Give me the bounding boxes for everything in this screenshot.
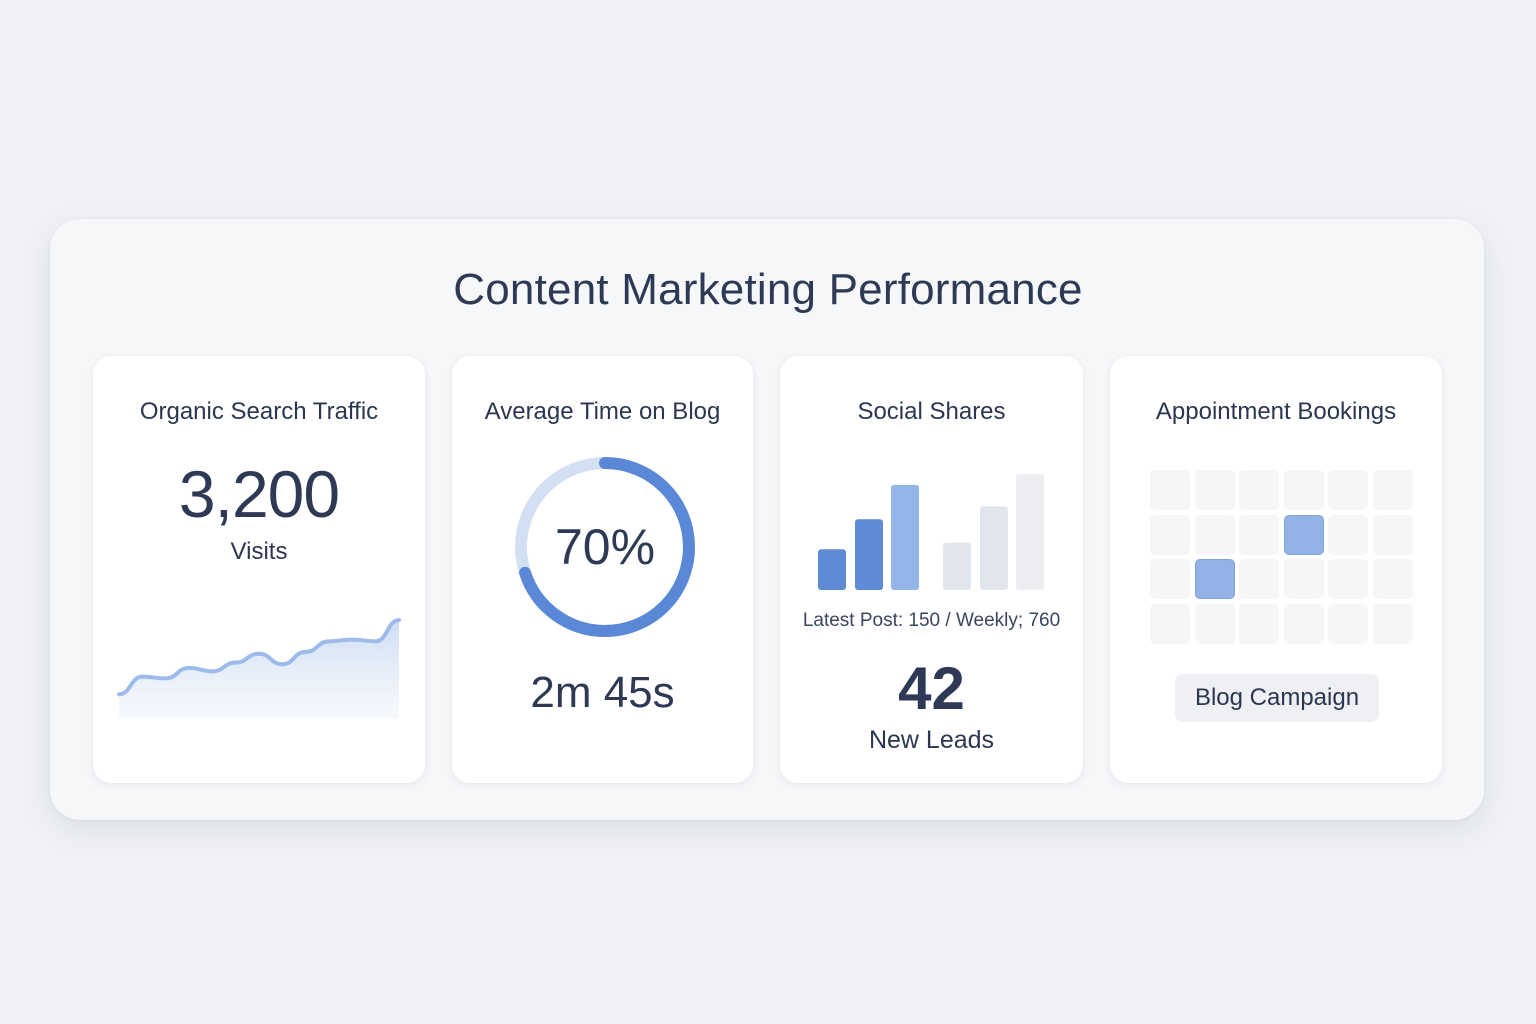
- calendar-slot[interactable]: [1283, 603, 1324, 644]
- calendar-slot[interactable]: [1372, 603, 1413, 644]
- calendar-slot[interactable]: [1239, 470, 1279, 510]
- sparkline-area: [119, 620, 399, 718]
- calendar-slot[interactable]: [1239, 514, 1279, 555]
- calendar-slot[interactable]: [1150, 603, 1190, 644]
- social-shares-caption: Latest Post: 150 / Weekly; 760: [802, 610, 1061, 631]
- appointment-card-title: Appointment Bookings: [1155, 398, 1397, 425]
- organic-visits-unit: Visits: [230, 538, 288, 565]
- sparkline-line: [117, 618, 401, 697]
- organic-card-title: Organic Search Traffic: [139, 398, 379, 425]
- calendar-slot[interactable]: [1328, 603, 1368, 644]
- page-title: Content Marketing Performance: [453, 265, 1083, 314]
- calendar-slot[interactable]: [1283, 470, 1324, 510]
- calendar-slot[interactable]: [1372, 470, 1413, 510]
- calendar-slot[interactable]: [1194, 470, 1235, 510]
- avg-time-value: 2m 45s: [530, 668, 675, 717]
- booked-slot[interactable]: [1283, 514, 1324, 555]
- calendar-slot[interactable]: [1150, 470, 1190, 510]
- calendar-slot[interactable]: [1328, 514, 1368, 555]
- social-shares-card: Social Shares Latest Post: 150 / Weekly;…: [780, 356, 1083, 783]
- new-leads-value: 42: [898, 655, 965, 722]
- organic-traffic-card: Organic Search Traffic 3,200 Visits: [93, 356, 425, 783]
- calendar-slot[interactable]: [1372, 514, 1413, 555]
- calendar-slot[interactable]: [1150, 514, 1190, 555]
- calendar-slot[interactable]: [1372, 559, 1413, 599]
- calendar-slot[interactable]: [1239, 559, 1279, 599]
- appointment-bookings-card: Appointment Bookings Blog Campaign: [1110, 356, 1442, 783]
- calendar-slot[interactable]: [1150, 559, 1190, 599]
- social-bar-1: [818, 549, 846, 590]
- calendar-slot[interactable]: [1283, 559, 1324, 599]
- social-bar-2: [855, 519, 883, 590]
- ring-label: 70%: [510, 452, 700, 642]
- social-bar-4: [943, 542, 971, 590]
- blog-campaign-button[interactable]: Blog Campaign: [1175, 674, 1379, 722]
- social-bar-3: [891, 484, 919, 590]
- calendar-slot[interactable]: [1328, 470, 1368, 510]
- time-progress-ring: [515, 457, 695, 637]
- booked-slot[interactable]: [1194, 559, 1235, 599]
- social-bar-5: [980, 506, 1008, 590]
- avg-time-card: Average Time on Blog 70% 2m 45s: [452, 356, 753, 783]
- social-shares-bar-chart: [818, 474, 1044, 590]
- organic-visits-value: 3,200: [178, 457, 340, 531]
- calendar-slot[interactable]: [1239, 603, 1279, 644]
- calendar-slot[interactable]: [1194, 603, 1235, 644]
- new-leads-label: New Leads: [868, 726, 995, 754]
- social-bar-6: [1016, 474, 1044, 590]
- booking-calendar-grid: [1150, 470, 1413, 644]
- time-card-title: Average Time on Blog: [484, 398, 721, 425]
- ring-percent-label: 70%: [554, 519, 656, 575]
- social-card-title: Social Shares: [857, 398, 1006, 425]
- calendar-slot[interactable]: [1328, 559, 1368, 599]
- ring-progress: [515, 457, 695, 637]
- calendar-slot[interactable]: [1194, 514, 1235, 555]
- organic-traffic-sparkline: [117, 618, 401, 718]
